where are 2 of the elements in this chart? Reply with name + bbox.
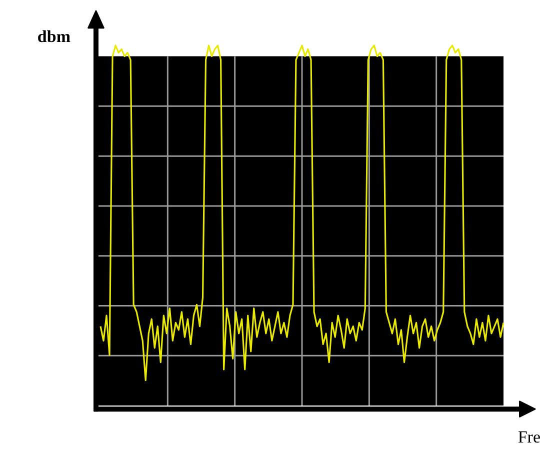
y-axis-title: dbm xyxy=(37,27,71,46)
x-axis-title: Fre xyxy=(518,428,541,446)
